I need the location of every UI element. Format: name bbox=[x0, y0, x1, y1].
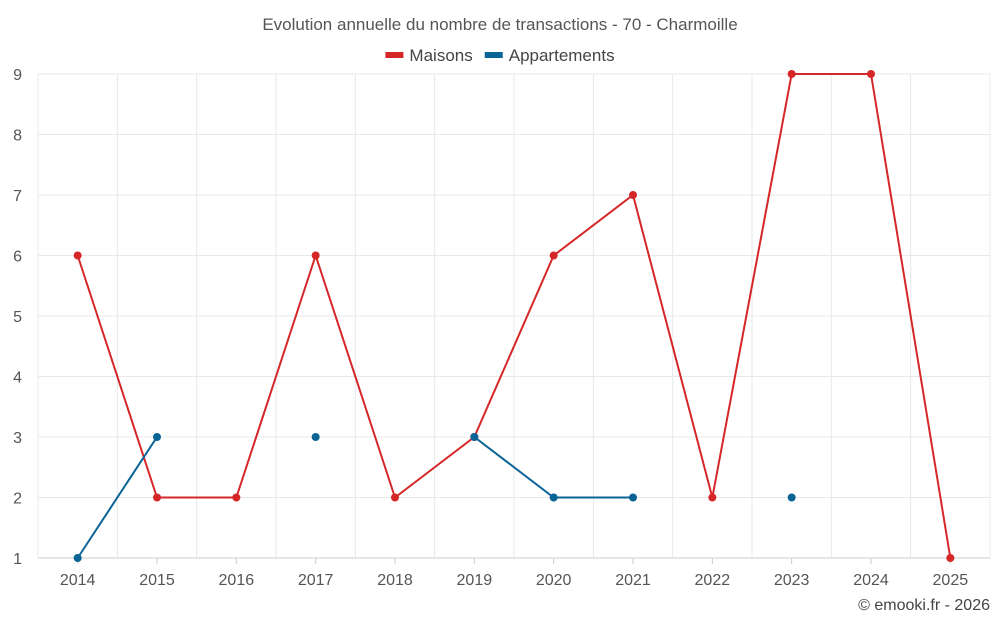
x-tick-label: 2014 bbox=[60, 572, 96, 589]
legend-item-appartements[interactable]: Appartements bbox=[484, 46, 615, 65]
x-tick-label: 2017 bbox=[298, 572, 334, 589]
y-tick-label: 2 bbox=[13, 491, 22, 508]
data-point[interactable] bbox=[73, 554, 82, 562]
data-point[interactable] bbox=[311, 251, 320, 260]
y-tick-label: 7 bbox=[13, 188, 22, 205]
x-tick-label: 2025 bbox=[933, 572, 969, 589]
x-tick-label: 2022 bbox=[695, 572, 731, 589]
data-point[interactable] bbox=[946, 554, 955, 562]
y-tick-label: 6 bbox=[13, 249, 22, 266]
y-tick-label: 4 bbox=[13, 370, 22, 387]
data-point[interactable] bbox=[311, 433, 320, 441]
x-tick-label: 2016 bbox=[219, 572, 255, 589]
y-tick-label: 3 bbox=[13, 430, 22, 447]
data-point[interactable] bbox=[787, 70, 796, 78]
x-tick-label: 2024 bbox=[853, 572, 889, 589]
x-tick-label: 2021 bbox=[615, 572, 651, 589]
legend-label: Appartements bbox=[509, 46, 615, 65]
series-appartements bbox=[73, 433, 796, 562]
data-point[interactable] bbox=[629, 493, 637, 502]
x-tick-label: 2019 bbox=[457, 572, 493, 589]
y-tick-label: 9 bbox=[13, 67, 22, 84]
series-line bbox=[473, 436, 633, 499]
data-point[interactable] bbox=[470, 433, 479, 441]
legend-label: Maisons bbox=[409, 46, 472, 65]
grid bbox=[37, 73, 991, 559]
legend[interactable]: Maisons Appartements bbox=[385, 46, 615, 65]
x-tick-label: 2023 bbox=[774, 572, 810, 589]
legend-item-maisons[interactable]: Maisons bbox=[385, 46, 473, 65]
legend-swatch bbox=[484, 52, 503, 58]
data-point[interactable] bbox=[629, 191, 637, 199]
chart-title: Evolution annuelle du nombre de transact… bbox=[262, 15, 737, 34]
x-tick-label: 2018 bbox=[377, 572, 413, 589]
data-point[interactable] bbox=[391, 493, 399, 502]
y-tick-label: 1 bbox=[13, 551, 22, 568]
data-point[interactable] bbox=[549, 251, 558, 260]
data-point[interactable] bbox=[232, 493, 241, 502]
series-line bbox=[76, 436, 158, 559]
data-point[interactable] bbox=[867, 70, 875, 78]
data-point[interactable] bbox=[549, 493, 558, 502]
data-point[interactable] bbox=[787, 493, 796, 502]
y-tick-label: 8 bbox=[13, 128, 22, 145]
series-line bbox=[76, 73, 952, 559]
data-point[interactable] bbox=[73, 251, 82, 260]
legend-swatch bbox=[385, 52, 404, 58]
y-axis: 1 2 3 4 5 6 7 8 9 bbox=[13, 67, 22, 568]
credit-text: © emooki.fr - 2026 bbox=[858, 597, 990, 614]
data-point[interactable] bbox=[153, 493, 161, 502]
data-point[interactable] bbox=[708, 493, 717, 502]
y-tick-label: 5 bbox=[13, 309, 22, 326]
x-axis: 2014 2015 2016 2017 2018 2019 2020 2021 2022 2023… bbox=[60, 558, 968, 589]
series-layer bbox=[73, 70, 955, 562]
x-tick-label: 2020 bbox=[536, 572, 572, 589]
x-tick-label: 2015 bbox=[139, 572, 175, 589]
data-point[interactable] bbox=[153, 433, 161, 441]
